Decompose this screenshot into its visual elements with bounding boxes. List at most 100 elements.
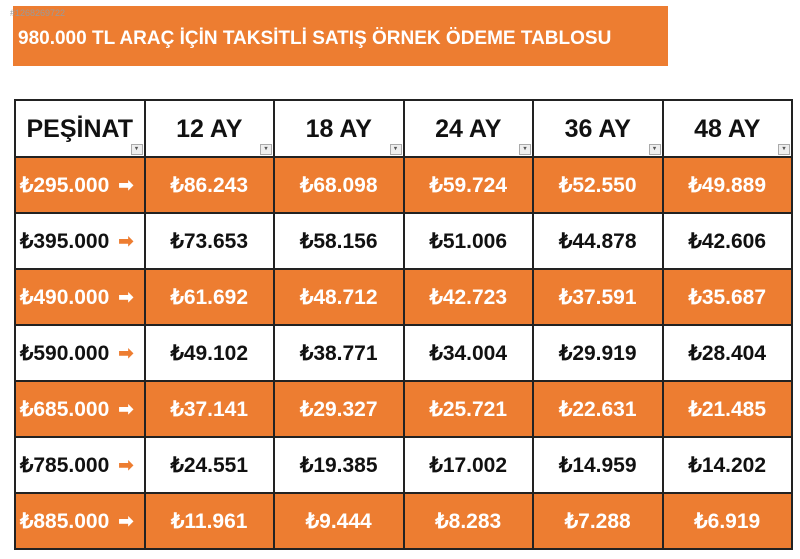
page-title: 980.000 TL ARAÇ İÇİN TAKSİTLİ SATIŞ ÖRNE… — [18, 28, 612, 49]
column-header: 12 AY ▾ — [143, 99, 275, 158]
column-header: 24 AY ▾ — [402, 99, 534, 158]
cell-value: ₺58.156 — [299, 229, 378, 253]
cell-value: ₺685.000 — [20, 397, 110, 421]
table-row: ₺490.000 ➡ ₺61.692 ₺48.712 ₺42.723 ₺37.591 ₺35… — [14, 268, 793, 326]
cell-value: ₺59.724 — [429, 173, 508, 197]
down-payment-content: ₺395.000 ➡ — [20, 229, 134, 254]
cell-value: ₺25.721 — [429, 397, 508, 421]
column-header-label: 24 AY — [435, 114, 502, 143]
cell-value: ₺14.959 — [558, 453, 637, 477]
installment-cell: ₺51.006 — [402, 212, 534, 270]
cell-value: ₺86.243 — [170, 173, 249, 197]
table-row: ₺685.000 ➡ ₺37.141 ₺29.327 ₺25.721 ₺22.631 ₺21… — [14, 380, 793, 438]
installment-cell: ₺37.141 — [143, 380, 275, 438]
installment-cell: ₺86.243 — [143, 156, 275, 214]
payment-table: PEŞİNAT ▾ 12 AY ▾ 18 AY ▾ 24 AY ▾ 36 AY ▾ 48 AY ▾ ₺… — [14, 99, 793, 550]
installment-cell: ₺38.771 — [273, 324, 405, 382]
cell-value: ₺29.327 — [299, 397, 378, 421]
installment-cell: ₺61.692 — [143, 268, 275, 326]
down-payment-cell: ₺590.000 ➡ — [14, 324, 146, 382]
down-payment-cell: ₺295.000 ➡ — [14, 156, 146, 214]
right-arrow-icon: ➡ — [118, 175, 134, 195]
cell-value: ₺37.141 — [170, 397, 249, 421]
cell-value: ₺785.000 — [20, 453, 110, 477]
installment-cell: ₺42.606 — [661, 212, 793, 270]
cell-value: ₺9.444 — [305, 509, 372, 533]
installment-cell: ₺58.156 — [273, 212, 405, 270]
installment-cell: ₺28.404 — [661, 324, 793, 382]
cell-value: ₺6.919 — [694, 509, 761, 533]
column-header: PEŞİNAT ▾ — [14, 99, 146, 158]
cell-value: ₺28.404 — [688, 341, 767, 365]
installment-cell: ₺34.004 — [402, 324, 534, 382]
right-arrow-icon: ➡ — [118, 231, 134, 251]
installment-cell: ₺68.098 — [273, 156, 405, 214]
installment-cell: ₺21.485 — [661, 380, 793, 438]
cell-value: ₺48.712 — [299, 285, 378, 309]
column-header-label: 18 AY — [305, 114, 372, 143]
cell-value: ₺37.591 — [558, 285, 637, 309]
cell-value: ₺21.485 — [688, 397, 767, 421]
installment-cell: ₺22.631 — [532, 380, 664, 438]
installment-cell: ₺11.961 — [143, 492, 275, 550]
cell-value: ₺19.385 — [299, 453, 378, 477]
cell-value: ₺34.004 — [429, 341, 508, 365]
cell-value: ₺29.919 — [558, 341, 637, 365]
header-row: PEŞİNAT ▾ 12 AY ▾ 18 AY ▾ 24 AY ▾ 36 AY ▾ 48 AY ▾ — [14, 99, 793, 158]
down-payment-content: ₺785.000 ➡ — [20, 453, 134, 478]
filter-dropdown-icon[interactable]: ▾ — [648, 144, 661, 155]
cell-value: ₺24.551 — [170, 453, 249, 477]
table-row: ₺885.000 ➡ ₺11.961 ₺9.444 ₺8.283 ₺7.288 ₺6.919 — [14, 492, 793, 550]
installment-cell: ₺35.687 — [661, 268, 793, 326]
down-payment-cell: ₺490.000 ➡ — [14, 268, 146, 326]
cell-value: ₺17.002 — [429, 453, 508, 477]
cell-value: ₺61.692 — [170, 285, 249, 309]
filter-dropdown-icon[interactable]: ▾ — [519, 144, 531, 155]
cell-value: ₺35.687 — [688, 285, 767, 309]
filter-dropdown-icon[interactable]: ▾ — [130, 144, 143, 155]
installment-cell: ₺48.712 — [273, 268, 405, 326]
filter-dropdown-icon[interactable]: ▾ — [260, 144, 272, 155]
cell-value: ₺8.283 — [435, 509, 502, 533]
down-payment-content: ₺685.000 ➡ — [20, 397, 134, 422]
installment-cell: ₺24.551 — [143, 436, 275, 494]
cell-value: ₺73.653 — [170, 229, 249, 253]
cell-value: ₺51.006 — [429, 229, 508, 253]
installment-cell: ₺73.653 — [143, 212, 275, 270]
cell-value: ₺44.878 — [558, 229, 637, 253]
right-arrow-icon: ➡ — [118, 511, 134, 531]
column-header-label: 48 AY — [694, 114, 761, 143]
cell-value: ₺7.288 — [564, 509, 631, 533]
cell-value: ₺68.098 — [299, 173, 378, 197]
down-payment-content: ₺590.000 ➡ — [20, 341, 134, 366]
installment-cell: ₺19.385 — [273, 436, 405, 494]
installment-cell: ₺42.723 — [402, 268, 534, 326]
cell-value: ₺22.631 — [558, 397, 637, 421]
installment-cell: ₺29.327 — [273, 380, 405, 438]
installment-cell: ₺14.959 — [532, 436, 664, 494]
cell-value: ₺11.961 — [171, 509, 248, 533]
column-header: 36 AY ▾ — [532, 99, 664, 158]
cell-value: ₺14.202 — [688, 453, 767, 477]
installment-cell: ₺49.102 — [143, 324, 275, 382]
installment-cell: ₺52.550 — [532, 156, 664, 214]
filter-dropdown-icon[interactable]: ▾ — [389, 144, 402, 155]
right-arrow-icon: ➡ — [118, 287, 134, 307]
cell-value: ₺49.889 — [688, 173, 767, 197]
table-row: ₺395.000 ➡ ₺73.653 ₺58.156 ₺51.006 ₺44.878 ₺42… — [14, 212, 793, 270]
installment-cell: ₺49.889 — [661, 156, 793, 214]
column-header: 48 AY ▾ — [661, 99, 793, 158]
column-header-label: PEŞİNAT — [26, 114, 134, 143]
table-row: ₺785.000 ➡ ₺24.551 ₺19.385 ₺17.002 ₺14.959 ₺14… — [14, 436, 793, 494]
cell-value: ₺590.000 — [20, 341, 110, 365]
cell-value: ₺42.723 — [429, 285, 508, 309]
cell-value: ₺38.771 — [299, 341, 378, 365]
filter-dropdown-icon[interactable]: ▾ — [778, 144, 790, 155]
column-header-label: 12 AY — [176, 114, 243, 143]
down-payment-cell: ₺685.000 ➡ — [14, 380, 146, 438]
installment-cell: ₺6.919 — [661, 492, 793, 550]
cell-value: ₺490.000 — [20, 285, 110, 309]
table-row: ₺590.000 ➡ ₺49.102 ₺38.771 ₺34.004 ₺29.919 ₺28… — [14, 324, 793, 382]
cell-value: ₺885.000 — [20, 509, 110, 533]
installment-cell: ₺8.283 — [402, 492, 534, 550]
